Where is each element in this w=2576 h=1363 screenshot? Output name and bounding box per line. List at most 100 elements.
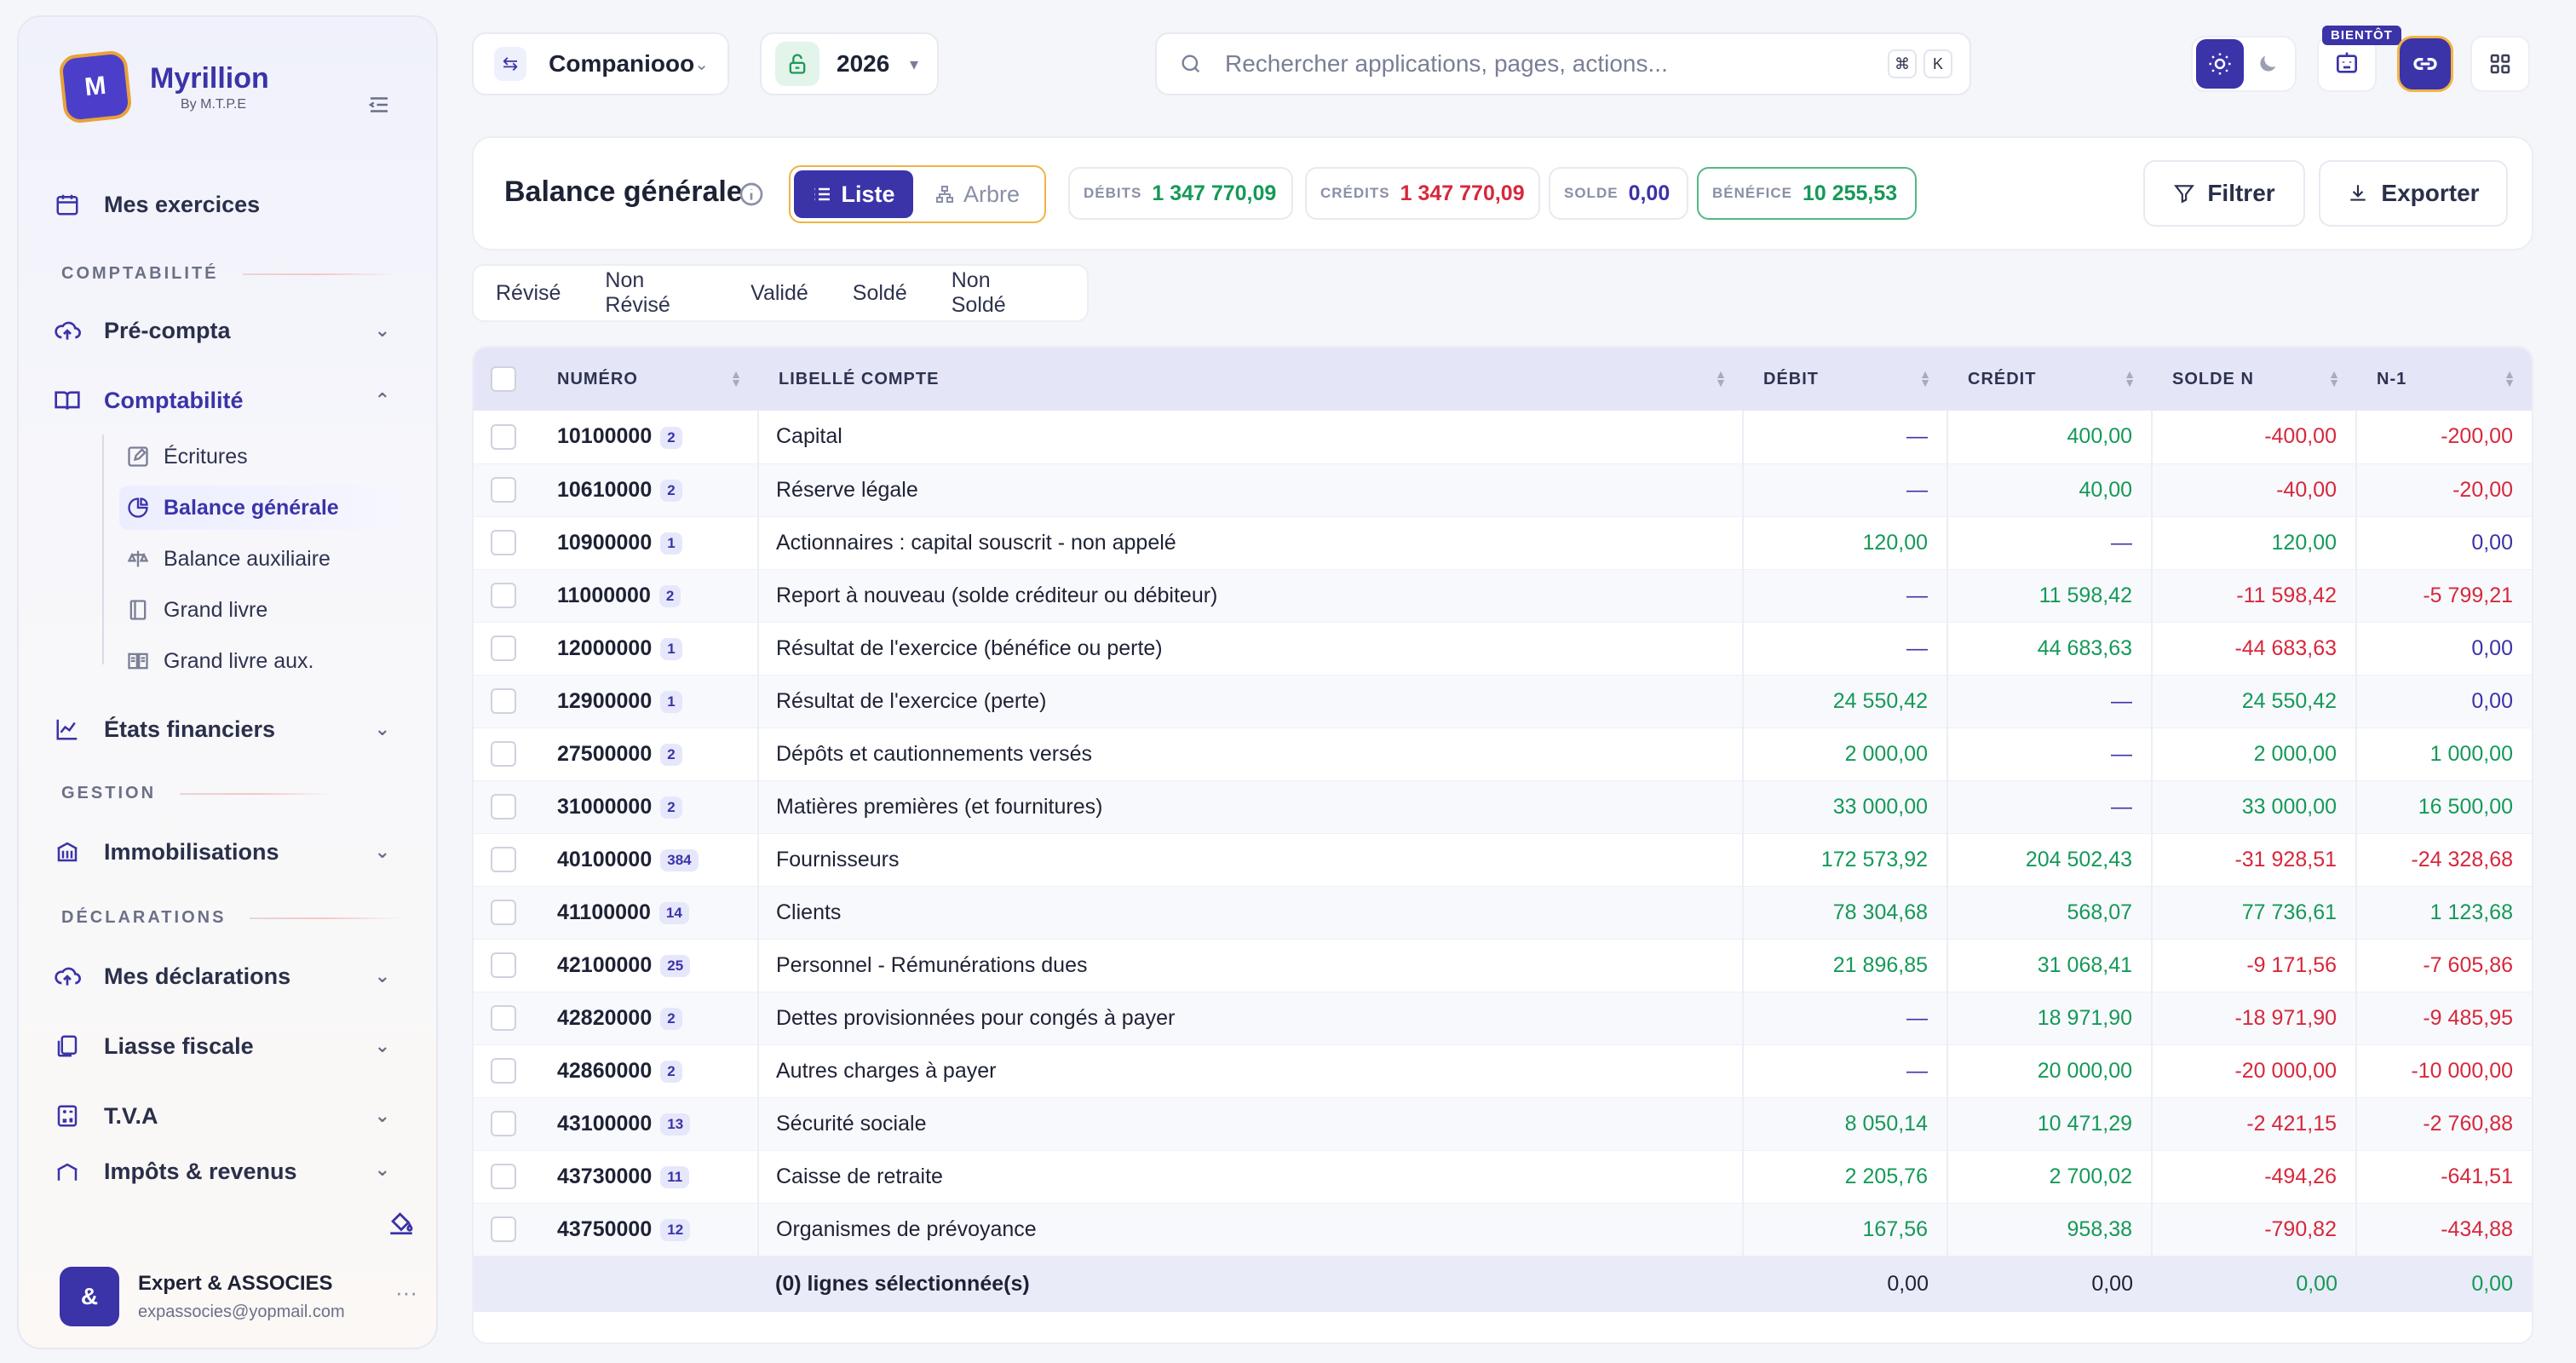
nav-impots-revenus[interactable]: Impôts & revenus ⌄	[53, 1159, 424, 1184]
sub-balance-generale[interactable]: Balance générale	[119, 486, 400, 530]
col-numero[interactable]: NUMÉRO ▲ ▼	[557, 367, 743, 389]
entry-count-badge: 12	[660, 1218, 691, 1241]
table-row[interactable]: 31000000 2 Matières premières (et fournitu…	[474, 780, 2532, 834]
table-row[interactable]: 42860000 2 Autres charges à payer —20 000,0…	[474, 1044, 2532, 1098]
debit-cell: 2 205,76	[1743, 1150, 1948, 1204]
nav-comptabilite[interactable]: Comptabilité ⌃	[53, 375, 424, 426]
table-row[interactable]: 11000000 2 Report à nouveau (solde crédite…	[474, 569, 2532, 623]
sub-ecritures[interactable]: Écritures	[126, 434, 407, 479]
col-credit[interactable]: CRÉDIT ▲ ▼	[1968, 367, 2136, 389]
collapse-sidebar-icon[interactable]	[366, 92, 392, 118]
nav-etats-financiers[interactable]: États financiers ⌄	[53, 704, 424, 755]
account-number: 42860000	[557, 1058, 653, 1083]
row-checkbox[interactable]	[491, 477, 516, 503]
nav-mes-declarations[interactable]: Mes déclarations ⌄	[53, 951, 424, 1002]
n1-cell: 0,00	[2356, 622, 2532, 676]
year-selector[interactable]: 2026 ▾	[760, 32, 939, 95]
row-checkbox[interactable]	[491, 847, 516, 873]
row-checkbox[interactable]	[491, 794, 516, 820]
row-checkbox[interactable]	[491, 423, 516, 450]
moon-icon[interactable]	[2244, 39, 2291, 89]
search-icon	[1182, 55, 1200, 73]
row-checkbox[interactable]	[491, 688, 516, 715]
row-checkbox[interactable]	[491, 952, 516, 979]
sub-grand-livre-aux[interactable]: Grand livre aux.	[126, 639, 407, 683]
debit-cell: —	[1743, 463, 1948, 517]
tab-solde[interactable]: Soldé	[852, 280, 907, 305]
nav-pre-compta[interactable]: Pré-compta ⌄	[53, 305, 424, 356]
nav-immobilisations[interactable]: Immobilisations ⌄	[53, 826, 424, 877]
solde-cell: -9 171,56	[2152, 939, 2357, 992]
paint-bucket-icon[interactable]	[387, 1208, 416, 1237]
credit-cell: 31 068,41	[1947, 939, 2153, 992]
tab-valide[interactable]: Validé	[750, 280, 808, 305]
tab-non-solde[interactable]: Non Soldé	[951, 268, 1006, 317]
row-checkbox[interactable]	[491, 900, 516, 926]
account-number: 27500000	[557, 741, 653, 766]
table-row[interactable]: 43100000 13 Sécurité sociale 8 050,14 10 471…	[474, 1097, 2532, 1151]
col-libelle[interactable]: LIBELLÉ COMPTE ▲ ▼	[779, 367, 1728, 389]
link-button[interactable]	[2397, 36, 2453, 92]
table-row[interactable]: 40100000 384 Fournisseurs 172 573,92 204 502…	[474, 833, 2532, 887]
apps-grid-button[interactable]	[2470, 36, 2530, 92]
table-row[interactable]: 10100000 2 Capital —400,00 -400,00 -200,00	[474, 411, 2532, 464]
filter-button[interactable]: Filtrer	[2143, 160, 2305, 227]
table-row[interactable]: 43730000 11 Caisse de retraite 2 205,76 2 70…	[474, 1150, 2532, 1204]
col-solde-n[interactable]: SOLDE N ▲ ▼	[2172, 367, 2341, 389]
col-n-1[interactable]: N-1 ▲ ▼	[2377, 367, 2516, 389]
row-checkbox[interactable]	[491, 741, 516, 768]
tab-non-revise[interactable]: Non Révisé	[605, 268, 670, 317]
table-row[interactable]: 42820000 2 Dettes provisionnées pour congé…	[474, 992, 2532, 1045]
nav-liasse-fiscale-label: Liasse fiscale	[104, 1032, 254, 1059]
row-checkbox[interactable]	[491, 1005, 516, 1032]
balance-table: NUMÉRO ▲ ▼ LIBELLÉ COMPTE ▲ ▼ DÉBIT ▲ ▼ CRÉDIT…	[472, 346, 2533, 1344]
nav-tva[interactable]: T.V.A ⌄	[53, 1090, 424, 1142]
more-options-icon[interactable]: ···	[395, 1280, 417, 1305]
row-checkbox[interactable]	[491, 583, 516, 609]
row-checkbox[interactable]	[491, 1164, 516, 1190]
table-row[interactable]: 10610000 2 Réserve légale —40,00 -40,00 -20,0…	[474, 463, 2532, 517]
company-selector[interactable]: ⇆ Companiooo ⌄	[472, 32, 729, 95]
theme-toggle[interactable]	[2191, 36, 2297, 92]
nav-liasse-fiscale[interactable]: Liasse fiscale ⌄	[53, 1021, 424, 1072]
col-debit[interactable]: DÉBIT ▲ ▼	[1763, 367, 1932, 389]
account-number: 10610000	[557, 477, 653, 502]
row-checkbox[interactable]	[491, 1111, 516, 1137]
table-row[interactable]: 27500000 2 Dépôts et cautionnements versés…	[474, 728, 2532, 781]
table-row[interactable]: 43750000 12 Organismes de prévoyance 167,56…	[474, 1203, 2532, 1257]
account-label: Clients	[757, 886, 1744, 940]
info-icon[interactable]	[738, 181, 765, 208]
account-label: Réserve légale	[757, 463, 1744, 517]
table-row[interactable]: 42100000 25 Personnel - Rémunérations dues…	[474, 939, 2532, 992]
sub-balance-auxiliaire[interactable]: Balance auxiliaire	[126, 537, 407, 581]
brand-logo: M	[58, 49, 133, 124]
table-row[interactable]: 41100000 14 Clients 78 304,68 568,07 77 736,6…	[474, 886, 2532, 940]
view-tree-button[interactable]: Arbre	[913, 170, 1041, 218]
search-input[interactable]: Rechercher applications, pages, actions.…	[1155, 32, 1971, 95]
tab-revise[interactable]: Révisé	[496, 280, 561, 305]
solde-cell: -18 971,90	[2152, 992, 2357, 1045]
solde-cell: 2 000,00	[2152, 728, 2357, 781]
row-checkbox[interactable]	[491, 1058, 516, 1084]
brand[interactable]: M Myrillion By M.T.P.E	[58, 49, 269, 124]
row-checkbox[interactable]	[491, 1216, 516, 1243]
n1-cell: -5 799,21	[2356, 569, 2532, 623]
debit-cell: 120,00	[1743, 516, 1948, 570]
row-checkbox[interactable]	[491, 635, 516, 662]
nav-mes-exercices[interactable]: Mes exercices	[53, 179, 424, 230]
n1-cell: -7 605,86	[2356, 939, 2532, 992]
export-button[interactable]: Exporter	[2319, 160, 2508, 227]
table-row[interactable]: 10900000 1 Actionnaires : capital souscrit…	[474, 516, 2532, 570]
table-row[interactable]: 12900000 1 Résultat de l'exercice (perte) 2…	[474, 675, 2532, 728]
sun-icon[interactable]	[2196, 39, 2244, 89]
user-card[interactable]: & Expert & ASSOCIES expassocies@yopmail.…	[60, 1254, 417, 1339]
entry-count-badge: 13	[660, 1113, 691, 1136]
credit-cell: 20 000,00	[1947, 1044, 2153, 1098]
row-checkbox[interactable]	[491, 530, 516, 556]
bank-icon	[53, 837, 82, 866]
view-list-button[interactable]: Liste	[794, 170, 913, 218]
credit-cell: 11 598,42	[1947, 569, 2153, 623]
select-all-checkbox[interactable]	[491, 366, 516, 392]
sub-grand-livre[interactable]: Grand livre	[126, 588, 407, 632]
table-row[interactable]: 12000000 1 Résultat de l'exercice (bénéfic…	[474, 622, 2532, 676]
